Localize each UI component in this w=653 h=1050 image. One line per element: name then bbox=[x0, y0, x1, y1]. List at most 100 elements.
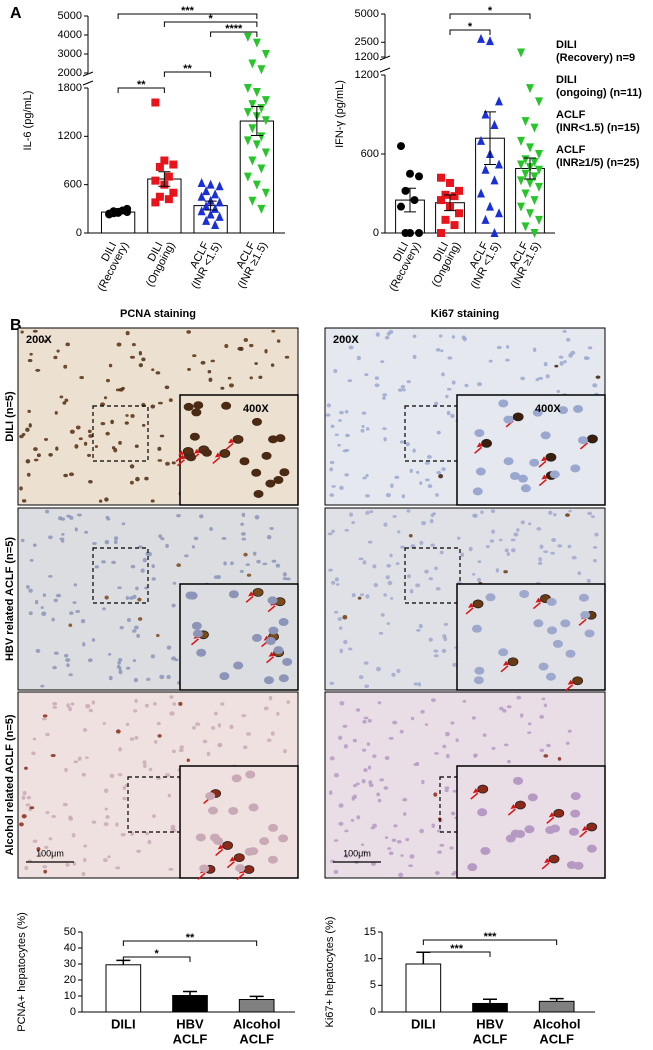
nucleus bbox=[362, 719, 367, 724]
nucleus bbox=[398, 872, 404, 878]
nucleus bbox=[165, 543, 169, 548]
significance-bracket bbox=[422, 939, 558, 945]
zoom-box bbox=[127, 776, 184, 833]
nucleus bbox=[282, 577, 288, 581]
nucleus bbox=[75, 425, 81, 430]
significance-bracket bbox=[163, 21, 258, 27]
data-point bbox=[437, 173, 445, 182]
nucleus bbox=[360, 428, 365, 433]
nucleus bbox=[21, 499, 27, 503]
x-tick-label: DILI bbox=[411, 1016, 436, 1031]
nucleus bbox=[125, 414, 129, 417]
nucleus bbox=[223, 561, 227, 566]
data-point bbox=[215, 181, 224, 191]
arrow-head bbox=[228, 438, 235, 444]
inset-nucleus bbox=[505, 834, 516, 843]
y-tick-label: 0 bbox=[76, 227, 82, 239]
nucleus bbox=[171, 603, 176, 608]
nucleus bbox=[503, 570, 508, 574]
arrow-head bbox=[229, 856, 236, 862]
nucleus bbox=[430, 543, 435, 547]
significance-label: * bbox=[468, 21, 473, 33]
data-point bbox=[248, 124, 257, 134]
nucleus bbox=[202, 739, 208, 744]
nucleus bbox=[329, 467, 334, 472]
nucleus bbox=[29, 559, 34, 562]
x-tick-label: Alcohol bbox=[533, 1016, 581, 1031]
nucleus bbox=[131, 342, 136, 347]
inset-nucleus bbox=[248, 803, 259, 812]
nucleus bbox=[28, 588, 33, 593]
nucleus bbox=[107, 653, 112, 656]
data-point bbox=[257, 132, 266, 142]
zoom-box bbox=[404, 405, 461, 462]
nucleus bbox=[363, 716, 369, 720]
nucleus bbox=[387, 847, 392, 850]
inset-nucleus bbox=[193, 401, 204, 410]
nucleus bbox=[48, 452, 53, 457]
inset-nucleus bbox=[235, 864, 246, 873]
nucleus bbox=[21, 433, 26, 436]
nucleus bbox=[256, 559, 261, 564]
nucleus bbox=[73, 760, 78, 764]
nucleus bbox=[444, 789, 449, 793]
nucleus bbox=[451, 335, 456, 339]
magnification-label: 200X bbox=[333, 334, 359, 346]
nucleus bbox=[338, 821, 344, 826]
nucleus bbox=[206, 751, 211, 757]
nucleus bbox=[62, 802, 68, 807]
data-point bbox=[206, 209, 215, 219]
nucleus bbox=[505, 358, 510, 362]
x-tick-label: ACLF bbox=[473, 1031, 508, 1046]
nucleus bbox=[268, 695, 273, 701]
arrow bbox=[507, 808, 516, 816]
arrow-head bbox=[472, 788, 479, 794]
nucleus bbox=[98, 499, 103, 503]
nucleus bbox=[498, 538, 503, 542]
nucleus bbox=[115, 729, 121, 734]
nucleus bbox=[104, 595, 109, 600]
nucleus bbox=[264, 349, 268, 354]
nucleus bbox=[217, 743, 222, 748]
nucleus bbox=[551, 537, 557, 543]
inset-nucleus bbox=[560, 619, 571, 628]
nucleus bbox=[140, 568, 145, 573]
data-point bbox=[517, 176, 525, 186]
nucleus bbox=[62, 401, 67, 405]
nucleus bbox=[360, 593, 364, 597]
nucleus bbox=[176, 514, 181, 518]
micrograph bbox=[17, 327, 299, 506]
inset-nucleus bbox=[517, 474, 528, 483]
y-tick-label: 1200 bbox=[58, 130, 82, 142]
nucleus bbox=[240, 532, 246, 536]
data-point bbox=[211, 219, 220, 229]
nucleus bbox=[362, 476, 367, 480]
nucleus bbox=[392, 720, 398, 725]
nucleus bbox=[556, 389, 561, 393]
nucleus bbox=[384, 335, 390, 340]
nucleus bbox=[373, 583, 379, 588]
nucleus bbox=[156, 721, 161, 726]
micrograph bbox=[324, 507, 606, 692]
nucleus bbox=[134, 444, 139, 448]
nucleus bbox=[520, 520, 525, 525]
nucleus bbox=[29, 806, 35, 810]
nucleus bbox=[520, 376, 526, 381]
nucleus bbox=[416, 470, 420, 474]
inset-nucleus bbox=[503, 415, 514, 424]
nucleus bbox=[406, 380, 411, 384]
nucleus bbox=[84, 530, 89, 534]
significance-bracket bbox=[422, 951, 491, 957]
significance-label: * bbox=[155, 948, 160, 960]
nucleus bbox=[495, 568, 500, 573]
data-point bbox=[206, 195, 215, 205]
nucleus bbox=[29, 352, 33, 356]
nucleus bbox=[117, 586, 122, 590]
y-tick-label: 4000 bbox=[58, 29, 82, 41]
nucleus bbox=[421, 779, 425, 785]
nucleus bbox=[367, 765, 372, 770]
arrow-head bbox=[502, 660, 509, 666]
nucleus bbox=[415, 583, 421, 588]
nucleus bbox=[124, 421, 129, 425]
nucleus bbox=[366, 742, 371, 746]
